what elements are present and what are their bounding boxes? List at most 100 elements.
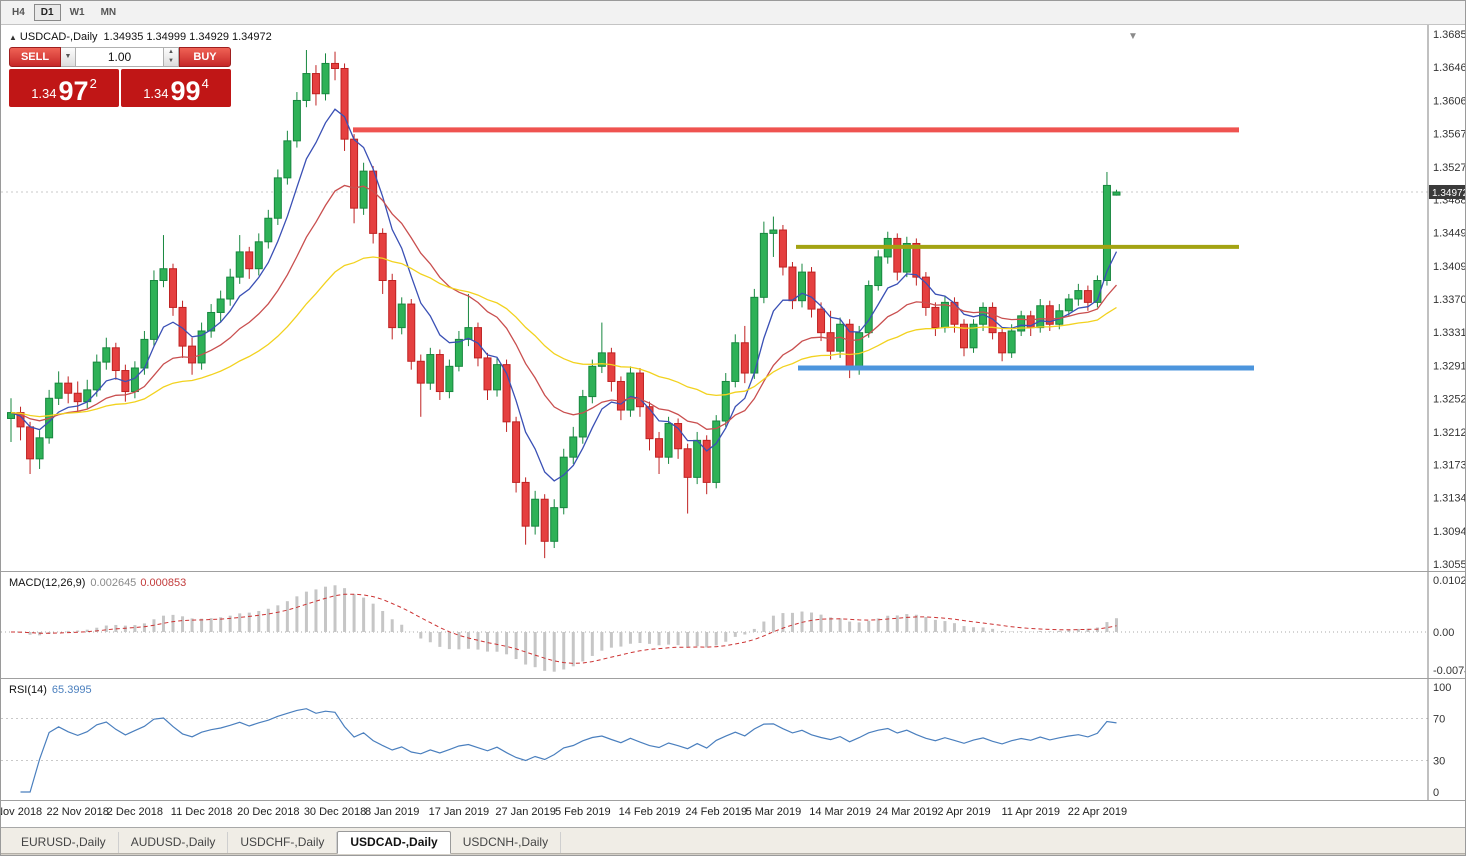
tab-eurusd[interactable]: EURUSD-,Daily (9, 832, 119, 853)
candle-body (731, 342, 740, 382)
macd-axis-min: -0.007477 (1433, 665, 1466, 677)
price-chart-canvas[interactable]: 1.368501.364601.360601.356701.352701.348… (1, 25, 1466, 571)
macd-signal-value: 0.000853 (140, 577, 187, 589)
chart-symbol-label: USDCAD-,Daily (19, 31, 98, 43)
candle-body (1074, 290, 1083, 300)
candle-body (807, 271, 816, 310)
candle-body (169, 268, 178, 308)
candle-body (693, 439, 702, 478)
rsi-axis-70: 70 (1433, 714, 1445, 726)
tab-usdcad[interactable]: USDCAD-,Daily (337, 831, 451, 854)
price-tick-label: 1.31340 (1433, 493, 1466, 505)
rsi-canvas[interactable]: 100 70 30 0 (1, 679, 1466, 800)
candle-body (759, 232, 768, 298)
date-label: 22 Nov 2018 (46, 806, 109, 818)
candle-body (283, 140, 292, 179)
candle-body (502, 364, 511, 423)
buy-price-display[interactable]: 1.34 99 4 (121, 69, 231, 107)
candle-body (940, 301, 949, 329)
candle-body (1083, 290, 1092, 303)
macd-label: MACD(12,26,9) 0.002645 0.000853 (9, 577, 186, 589)
date-label: 30 Dec 2018 (303, 806, 367, 818)
price-tick-label: 1.33700 (1433, 294, 1466, 306)
candle-body (92, 361, 101, 391)
price-tick-label: 1.36850 (1433, 29, 1466, 41)
timeframe-w1[interactable]: W1 (69, 7, 85, 18)
timeframe-mn[interactable]: MN (100, 7, 117, 18)
candle-body (397, 303, 406, 329)
chart-header: ▲ USDCAD-,Daily 1.34935 1.34999 1.34929 1.… (9, 31, 272, 43)
timeframe-d1[interactable]: D1 (33, 4, 61, 21)
rsi-indicator-panel[interactable]: 100 70 30 0 RSI(14) 65.3995 (1, 679, 1465, 801)
price-tick-label: 1.35270 (1433, 162, 1466, 174)
macd-axis-zero: 0.00 (1433, 627, 1454, 639)
volume-up-icon[interactable]: ▲ (168, 49, 174, 55)
candle-body (26, 426, 35, 460)
candle-body (483, 357, 492, 391)
candle-body (912, 242, 921, 278)
candle-body (655, 438, 664, 458)
buy-price-main: 99 (170, 76, 201, 106)
volume-down-icon[interactable]: ▼ (168, 58, 174, 64)
tab-usdcnh[interactable]: USDCNH-,Daily (451, 832, 562, 853)
rsi-axis-0: 0 (1433, 787, 1439, 799)
chart-shift-marker-icon[interactable]: ▼ (1128, 31, 1138, 42)
price-tick-label: 1.32910 (1433, 360, 1466, 372)
candle-body (1112, 191, 1121, 196)
timeframe-h4[interactable]: H4 (12, 7, 25, 18)
candle-body (264, 217, 273, 243)
candle-body (931, 306, 940, 329)
candle-body (559, 456, 568, 509)
candle-body (159, 268, 168, 282)
date-label: 24 Feb 2019 (685, 806, 748, 818)
candle-body (578, 396, 587, 438)
price-chart-panel[interactable]: 1.368501.364601.360601.356701.352701.348… (1, 25, 1465, 572)
ma-mid-red (10, 184, 1117, 430)
ma-fast-blue (10, 108, 1118, 482)
rsi-label: RSI(14) 65.3995 (9, 684, 92, 696)
date-label: 11 Apr 2019 (1001, 806, 1060, 818)
rsi-value: 65.3995 (51, 684, 92, 696)
candle-body (969, 323, 978, 349)
candle-body (921, 276, 930, 308)
date-label: 14 Mar 2019 (809, 806, 871, 818)
candle-body (721, 380, 730, 422)
trade-prices-row: 1.34 97 2 1.34 99 4 (9, 69, 231, 107)
candle-body (54, 382, 63, 399)
candle-body (607, 352, 616, 382)
candle-body (311, 73, 320, 95)
candle-body (902, 242, 911, 273)
candle-body (111, 347, 120, 372)
candle-body (960, 323, 968, 349)
candle-body (712, 420, 721, 483)
volume-input[interactable] (76, 47, 163, 67)
chart-tabs-bar: EURUSD-,Daily AUDUSD-,Daily USDCHF-,Daily U… (1, 827, 1465, 854)
candle-body (197, 330, 206, 364)
price-tick-label: 1.33310 (1433, 327, 1466, 339)
date-label: 24 Mar 2019 (875, 806, 938, 818)
price-tick-label: 1.32120 (1433, 427, 1466, 439)
date-label: 2 Dec 2018 (106, 806, 163, 818)
sell-price-display[interactable]: 1.34 97 2 (9, 69, 119, 107)
candle-body (1064, 298, 1073, 312)
current-price-tag (1429, 184, 1465, 199)
buy-button[interactable]: BUY (179, 47, 231, 67)
candle-body (321, 62, 330, 95)
tab-usdchf[interactable]: USDCHF-,Daily (228, 832, 338, 853)
candle-body (550, 507, 559, 542)
candle-body (797, 271, 806, 302)
candle-body (73, 392, 82, 403)
macd-canvas[interactable]: 0.010229 0.00 -0.007477 (1, 572, 1466, 678)
tab-audusd[interactable]: AUDUSD-,Daily (119, 832, 229, 853)
candle-body (1007, 330, 1016, 354)
ma-slow-yellow (10, 256, 1117, 418)
macd-indicator-panel[interactable]: 0.010229 0.00 -0.007477 MACD(12,26,9) 0.002… (1, 572, 1465, 679)
volume-spinner: ▲ ▼ (163, 47, 179, 67)
candle-body (740, 342, 749, 374)
price-tick-label: 1.30550 (1433, 559, 1466, 571)
date-label: 8 Jan 2019 (364, 806, 420, 818)
candle-body (235, 251, 244, 278)
volume-dropdown-arrow-icon[interactable]: ▼ (61, 47, 76, 67)
sell-button[interactable]: SELL (9, 47, 61, 67)
